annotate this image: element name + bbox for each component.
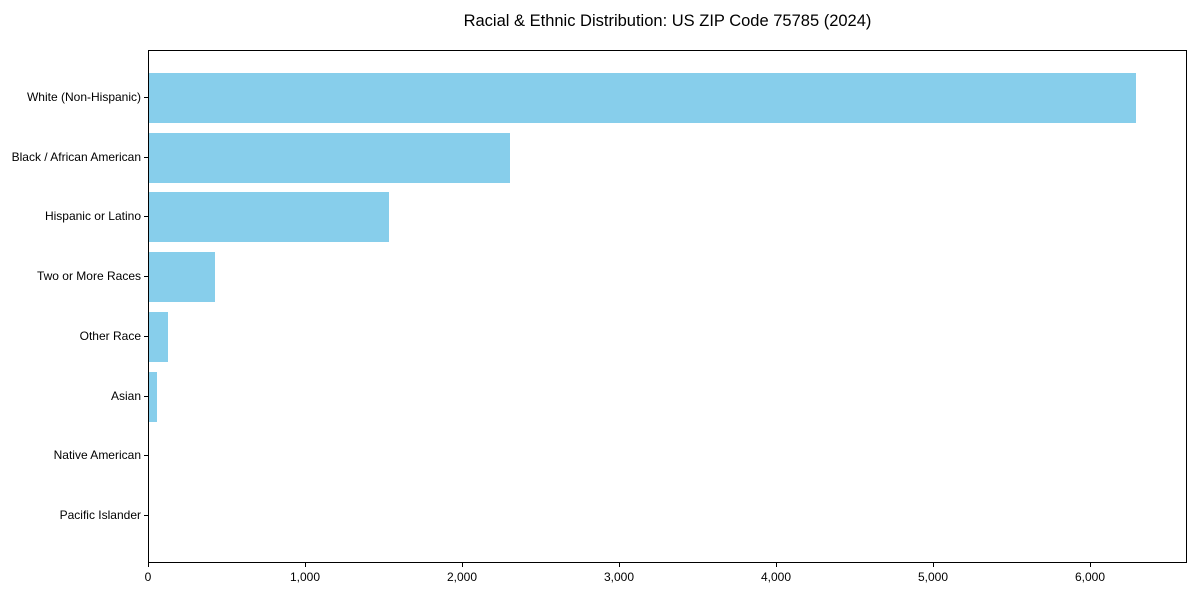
y-tick-mark-white-non-hispanic (144, 97, 148, 98)
y-tick-mark-black-african-american (144, 157, 148, 158)
x-tick-mark-5000 (933, 563, 934, 567)
y-tick-label-two-or-more-races: Two or More Races (36, 269, 141, 283)
plot-area (148, 50, 1187, 563)
y-tick-label-hispanic-or-latino: Hispanic or Latino (44, 209, 141, 223)
x-tick-mark-6000 (1090, 563, 1091, 567)
y-tick-label-asian: Asian (110, 389, 141, 403)
y-tick-mark-pacific-islander (144, 515, 148, 516)
x-tick-label-3000: 3,000 (603, 570, 635, 584)
bar-asian (149, 371, 157, 422)
y-tick-mark-hispanic-or-latino (144, 216, 148, 217)
y-tick-label-native-american: Native American (53, 448, 141, 462)
y-tick-label-other-race: Other Race (79, 329, 141, 343)
chart-title: Racial & Ethnic Distribution: US ZIP Cod… (463, 12, 872, 30)
x-tick-mark-0 (148, 563, 149, 567)
x-tick-mark-2000 (462, 563, 463, 567)
x-tick-mark-4000 (776, 563, 777, 567)
bar-white-non-hispanic (149, 73, 1136, 123)
y-tick-mark-two-or-more-races (144, 276, 148, 277)
bar-other-race (149, 311, 168, 362)
y-tick-label-black-african-american: Black / African American (11, 150, 141, 164)
x-tick-mark-1000 (305, 563, 306, 567)
y-tick-label-white-non-hispanic: White (Non-Hispanic) (26, 90, 141, 104)
x-tick-label-1000: 1,000 (289, 570, 321, 584)
x-tick-label-2000: 2,000 (446, 570, 478, 584)
y-tick-label-pacific-islander: Pacific Islander (59, 508, 141, 522)
bar-two-or-more-races (149, 252, 215, 303)
y-tick-mark-other-race (144, 336, 148, 337)
bar-black-african-american (149, 132, 510, 183)
x-tick-label-0: 0 (144, 570, 152, 584)
x-tick-mark-3000 (619, 563, 620, 567)
y-tick-mark-native-american (144, 455, 148, 456)
x-tick-label-5000: 5,000 (917, 570, 949, 584)
bar-hispanic-or-latino (149, 192, 389, 243)
x-tick-label-4000: 4,000 (760, 570, 792, 584)
y-tick-mark-asian (144, 396, 148, 397)
x-tick-label-6000: 6,000 (1074, 570, 1106, 584)
